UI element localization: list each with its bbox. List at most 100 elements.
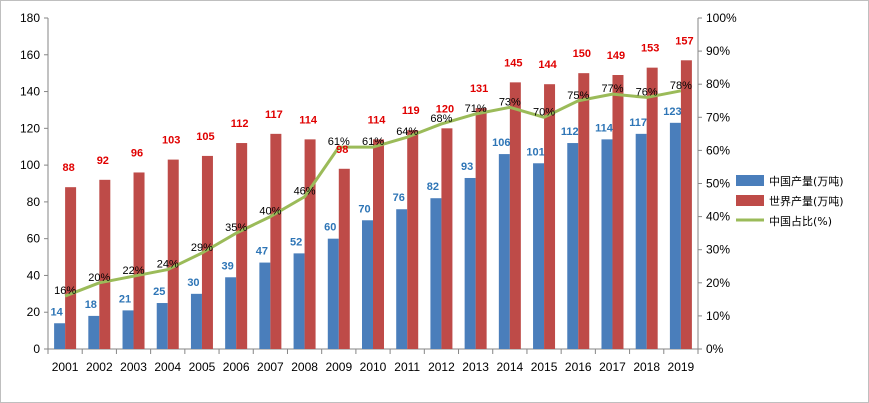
bar-world: [304, 139, 316, 349]
data-label-world: 88: [62, 162, 74, 174]
bar-china: [498, 154, 510, 349]
data-label-world: 114: [299, 114, 318, 126]
bar-world: [236, 143, 248, 349]
x-tick-label: 2016: [565, 360, 592, 374]
x-tick-label: 2017: [599, 360, 626, 374]
y-tick-label-left: 40: [27, 268, 41, 282]
data-label-share: 77%: [601, 83, 623, 95]
x-tick-label: 2010: [360, 360, 387, 374]
bar-world: [578, 73, 590, 350]
bar-world: [612, 75, 624, 349]
bar-world: [475, 108, 487, 349]
data-label-share: 46%: [294, 186, 316, 198]
y-tick-label-right: 60%: [706, 143, 730, 157]
bar-china: [88, 315, 100, 349]
data-label-china: 18: [85, 299, 97, 311]
data-label-share: 29%: [191, 242, 213, 254]
bar-china: [669, 122, 681, 349]
x-tick-label: 2018: [633, 360, 660, 374]
data-label-share: 61%: [362, 136, 384, 148]
bar-china: [533, 163, 545, 349]
data-label-world: 96: [131, 147, 143, 159]
y-tick-label-right: 40%: [706, 210, 730, 224]
x-tick-label: 2015: [531, 360, 558, 374]
data-label-share: 71%: [465, 103, 487, 115]
data-label-world: 144: [538, 59, 557, 71]
data-label-share: 20%: [88, 272, 110, 284]
data-label-world: 153: [641, 43, 659, 55]
data-label-china: 101: [526, 146, 544, 158]
x-tick-label: 2006: [223, 360, 250, 374]
data-label-world: 114: [368, 114, 387, 126]
legend-swatch-world: [736, 195, 764, 206]
data-label-share: 73%: [499, 96, 521, 108]
y-tick-label-left: 160: [20, 48, 40, 62]
bar-china: [190, 293, 202, 349]
data-label-china: 123: [663, 106, 681, 118]
bar-china: [635, 133, 647, 349]
y-tick-label-right: 90%: [706, 44, 730, 58]
bar-world: [646, 67, 658, 350]
data-label-world: 150: [573, 48, 591, 60]
bar-world: [441, 128, 453, 349]
data-label-world: 145: [504, 57, 522, 69]
data-label-world: 131: [470, 83, 488, 95]
data-label-world: 112: [231, 118, 249, 130]
data-label-share: 22%: [123, 265, 145, 277]
bar-china: [464, 177, 476, 349]
y-tick-label-right: 30%: [706, 243, 730, 257]
bar-world: [338, 168, 350, 349]
bar-world: [133, 172, 145, 349]
data-label-china: 114: [595, 122, 614, 134]
data-label-world: 92: [97, 155, 109, 167]
x-tick-label: 2014: [496, 360, 523, 374]
data-label-china: 30: [187, 277, 199, 289]
y-tick-label-right: 0%: [706, 342, 724, 356]
y-tick-label-right: 70%: [706, 110, 730, 124]
data-label-share: 75%: [567, 90, 589, 102]
y-tick-label-left: 100: [20, 158, 40, 172]
bar-china: [259, 262, 271, 349]
data-label-world: 149: [607, 50, 625, 62]
data-label-china: 47: [256, 246, 268, 258]
data-label-share: 35%: [225, 222, 247, 234]
x-tick-label: 2004: [154, 360, 181, 374]
bar-world: [509, 82, 521, 349]
bar-china: [567, 143, 579, 349]
data-label-china: 70: [358, 203, 370, 215]
legend-label-share: 中国占比(%): [769, 214, 832, 228]
legend-label-world: 世界产量(万吨): [769, 194, 844, 208]
data-label-share: 24%: [157, 259, 179, 271]
data-label-china: 52: [290, 236, 302, 248]
data-label-china: 106: [492, 137, 510, 149]
data-label-share: 70%: [533, 106, 555, 118]
data-label-world: 103: [162, 135, 180, 147]
data-label-world: 98: [336, 144, 348, 156]
bar-china: [293, 253, 305, 349]
data-label-share: 16%: [54, 285, 76, 297]
bar-china: [362, 220, 373, 349]
y-tick-label-right: 80%: [706, 77, 730, 91]
data-label-china: 25: [153, 286, 165, 298]
bar-world: [373, 139, 384, 349]
y-tick-label-left: 120: [20, 121, 40, 135]
x-tick-label: 2005: [189, 360, 216, 374]
y-tick-label-left: 140: [20, 85, 40, 99]
bar-china: [601, 139, 613, 349]
y-tick-label-right: 10%: [706, 309, 730, 323]
bar-china: [54, 323, 66, 349]
x-tick-label: 2003: [120, 360, 147, 374]
y-tick-label-right: 50%: [706, 177, 730, 191]
y-tick-label-right: 100%: [706, 11, 737, 25]
line-china-share: [64, 89, 682, 298]
bar-world: [99, 179, 111, 349]
data-label-world: 120: [436, 103, 454, 115]
x-tick-label: 2001: [52, 360, 79, 374]
bar-china: [430, 198, 442, 349]
data-label-china: 76: [393, 192, 405, 204]
x-tick-label: 2011: [394, 360, 420, 374]
bar-china: [122, 310, 134, 349]
bar-china: [396, 209, 408, 349]
bar-world: [407, 130, 419, 349]
